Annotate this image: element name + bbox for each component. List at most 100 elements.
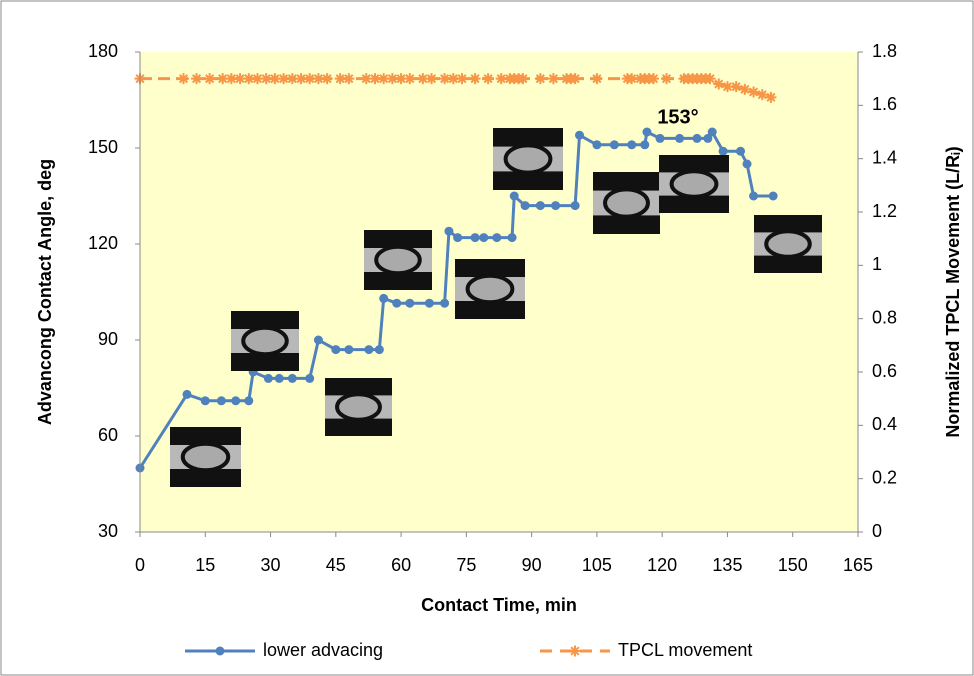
droplet bbox=[766, 231, 810, 257]
x-tick-label: 15 bbox=[195, 555, 215, 575]
droplet bbox=[337, 394, 380, 420]
data-point bbox=[364, 345, 373, 354]
data-point bbox=[404, 73, 415, 84]
data-point bbox=[275, 374, 284, 383]
data-point bbox=[736, 147, 745, 156]
data-point bbox=[182, 390, 191, 399]
data-point bbox=[648, 73, 659, 84]
data-point bbox=[492, 233, 501, 242]
y-tick-label: 180 bbox=[88, 41, 118, 61]
data-point bbox=[610, 140, 619, 149]
y2-tick-label: 1.2 bbox=[872, 201, 897, 221]
data-point bbox=[375, 345, 384, 354]
data-point bbox=[314, 336, 323, 345]
droplet bbox=[605, 189, 648, 216]
data-point bbox=[656, 134, 665, 143]
y2-tick-label: 1.4 bbox=[872, 147, 897, 167]
data-point bbox=[322, 73, 333, 84]
data-point bbox=[748, 87, 759, 98]
x-tick-label: 165 bbox=[843, 555, 873, 575]
data-point bbox=[178, 73, 189, 84]
data-point bbox=[305, 374, 314, 383]
droplet bbox=[183, 444, 228, 470]
droplet bbox=[376, 247, 420, 273]
y2-tick-label: 1 bbox=[872, 254, 882, 274]
y2-tick-label: 0.6 bbox=[872, 361, 897, 381]
y-axis-title: Advancong Contact Angle, deg bbox=[35, 159, 55, 425]
data-point bbox=[479, 233, 488, 242]
y-tick-label: 120 bbox=[88, 233, 118, 253]
data-point bbox=[344, 345, 353, 354]
data-point bbox=[692, 134, 701, 143]
data-point bbox=[708, 128, 717, 137]
data-point bbox=[675, 134, 684, 143]
x-tick-label: 105 bbox=[582, 555, 612, 575]
data-point bbox=[739, 84, 750, 95]
data-point bbox=[591, 73, 602, 84]
y2-tick-label: 1.6 bbox=[872, 94, 897, 114]
y2-tick-label: 0.8 bbox=[872, 307, 897, 327]
y-tick-label: 60 bbox=[98, 425, 118, 445]
data-point bbox=[453, 233, 462, 242]
data-point bbox=[640, 140, 649, 149]
legend-label: TPCL movement bbox=[618, 640, 752, 660]
x-tick-label: 60 bbox=[391, 555, 411, 575]
data-point bbox=[444, 227, 453, 236]
data-point bbox=[642, 128, 651, 137]
data-point bbox=[661, 73, 672, 84]
data-point bbox=[471, 233, 480, 242]
y2-tick-label: 0 bbox=[872, 521, 882, 541]
data-point bbox=[457, 73, 468, 84]
x-tick-label: 150 bbox=[778, 555, 808, 575]
data-point bbox=[705, 73, 716, 84]
data-point bbox=[440, 299, 449, 308]
data-point bbox=[405, 299, 414, 308]
data-point bbox=[765, 92, 776, 103]
data-point bbox=[508, 233, 517, 242]
data-point bbox=[551, 201, 560, 210]
data-point bbox=[571, 201, 580, 210]
data-point bbox=[483, 73, 494, 84]
data-point bbox=[231, 396, 240, 405]
data-point bbox=[757, 89, 768, 100]
data-point bbox=[570, 73, 581, 84]
data-point bbox=[217, 396, 226, 405]
y2-axis-title: Normalized TPCL Movement (L/Rᵢ) bbox=[943, 146, 963, 437]
data-point bbox=[548, 73, 559, 84]
data-point bbox=[627, 140, 636, 149]
legend-label: lower advacing bbox=[263, 640, 383, 660]
x-tick-label: 0 bbox=[135, 555, 145, 575]
data-point bbox=[536, 201, 545, 210]
data-point bbox=[425, 299, 434, 308]
data-point bbox=[392, 299, 401, 308]
data-point bbox=[288, 374, 297, 383]
y-tick-label: 30 bbox=[98, 521, 118, 541]
y2-tick-label: 1.8 bbox=[872, 41, 897, 61]
data-point bbox=[521, 201, 530, 210]
data-point bbox=[379, 294, 388, 303]
y2-tick-label: 0.4 bbox=[872, 414, 897, 434]
legend-marker bbox=[216, 647, 225, 656]
x-tick-label: 75 bbox=[456, 555, 476, 575]
data-point bbox=[535, 73, 546, 84]
data-point bbox=[517, 73, 528, 84]
droplet bbox=[672, 171, 717, 197]
x-tick-label: 90 bbox=[522, 555, 542, 575]
annotation: 153° bbox=[657, 106, 698, 128]
chart: Contact Time, min Advancong Contact Angl… bbox=[0, 0, 974, 676]
droplet bbox=[506, 145, 551, 172]
data-point bbox=[201, 396, 210, 405]
data-point bbox=[713, 79, 724, 90]
data-point bbox=[731, 81, 742, 92]
droplet bbox=[243, 328, 287, 354]
data-point bbox=[331, 345, 340, 354]
x-tick-label: 135 bbox=[712, 555, 742, 575]
data-point bbox=[749, 192, 758, 201]
data-point bbox=[719, 147, 728, 156]
x-tick-label: 45 bbox=[326, 555, 346, 575]
y-tick-label: 90 bbox=[98, 329, 118, 349]
x-tick-label: 120 bbox=[647, 555, 677, 575]
data-point bbox=[510, 192, 519, 201]
data-point bbox=[426, 73, 437, 84]
x-tick-label: 30 bbox=[261, 555, 281, 575]
